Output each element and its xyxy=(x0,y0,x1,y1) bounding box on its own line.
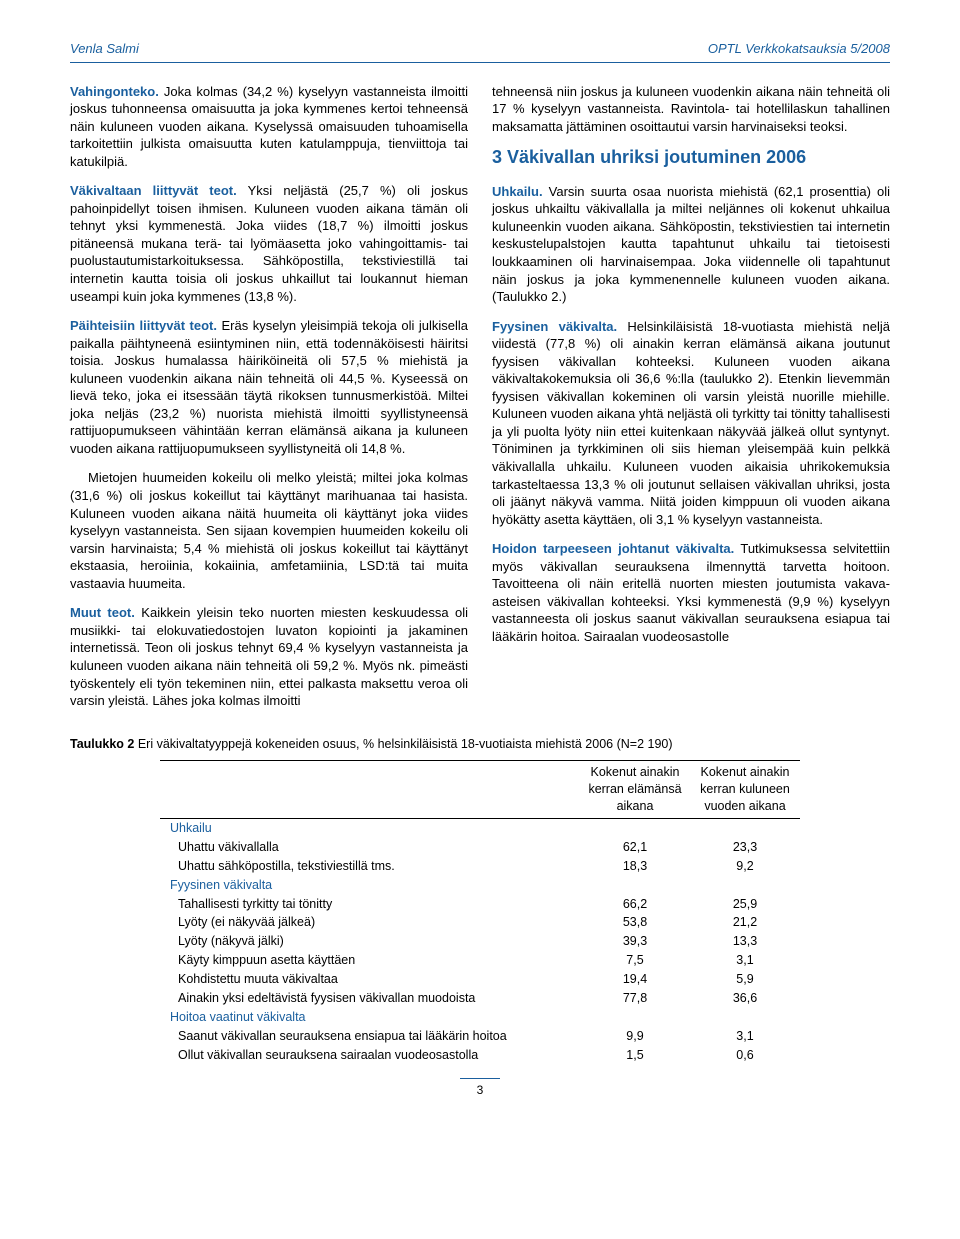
page-number: 3 xyxy=(460,1078,500,1098)
taulukko-2: Kokenut ainakin kerran elämänsä aikana K… xyxy=(160,760,800,1064)
table-caption-text: Eri väkivaltatyyppejä kokeneiden osuus, … xyxy=(134,737,672,751)
table-cell-c2: 13,3 xyxy=(690,932,800,951)
table-group-label: Hoitoa vaatinut väkivalta xyxy=(160,1008,800,1027)
text-r4: Tutkimuksessa selvitettiin myös väkivall… xyxy=(492,541,890,644)
lead-vakivalta-teot: Väkivaltaan liittyvät teot. xyxy=(70,183,237,198)
para-hoito: Hoidon tarpeeseen johtanut väkivalta. Tu… xyxy=(492,540,890,645)
para-paihteet: Päihteisiin liittyvät teot. Eräs kyselyn… xyxy=(70,317,468,457)
para-fyysinen: Fyysinen väkivalta. Helsinkiläisistä 18-… xyxy=(492,318,890,529)
table-row: Saanut väkivallan seurauksena ensiapua t… xyxy=(160,1027,800,1046)
table-cell-label: Käyty kimppuun asetta käyttäen xyxy=(160,951,580,970)
table-cell-label: Uhattu sähköpostilla, tekstiviestillä tm… xyxy=(160,857,580,876)
para-muut-teot: Muut teot. Kaikkein yleisin teko nuorten… xyxy=(70,604,468,709)
text-r3: Helsinkiläisistä 18-vuotiasta miehistä n… xyxy=(492,319,890,527)
lead-paihteet: Päihteisiin liittyvät teot. xyxy=(70,318,217,333)
table-row: Ainakin yksi edeltävistä fyysisen väkiva… xyxy=(160,989,800,1008)
para-uhkailu: Uhkailu. Varsin suurta osaa nuorista mie… xyxy=(492,183,890,306)
table-cell-c2: 9,2 xyxy=(690,857,800,876)
table-row: Ollut väkivallan seurauksena sairaalan v… xyxy=(160,1046,800,1065)
table-cell-label: Uhattu väkivallalla xyxy=(160,838,580,857)
lead-vahingonteko: Vahingonteko. xyxy=(70,84,159,99)
text-r2: Varsin suurta osaa nuorista miehistä (62… xyxy=(492,184,890,304)
right-column: tehneensä niin joskus ja kuluneen vuoden… xyxy=(492,83,890,722)
table-cell-c1: 9,9 xyxy=(580,1027,690,1046)
two-column-layout: Vahingonteko. Joka kolmas (34,2 %) kysel… xyxy=(70,83,890,722)
table-row: Lyöty (ei näkyvää jälkeä)53,821,2 xyxy=(160,913,800,932)
lead-fyysinen: Fyysinen väkivalta. xyxy=(492,319,617,334)
table-cell-c2: 23,3 xyxy=(690,838,800,857)
table-cell-c1: 77,8 xyxy=(580,989,690,1008)
table-cell-label: Saanut väkivallan seurauksena ensiapua t… xyxy=(160,1027,580,1046)
table-cell-c2: 0,6 xyxy=(690,1046,800,1065)
lead-muut-teot: Muut teot. xyxy=(70,605,135,620)
para-vakivalta-teot: Väkivaltaan liittyvät teot. Yksi neljäst… xyxy=(70,182,468,305)
table-group-label: Uhkailu xyxy=(160,819,800,838)
table-row: Uhattu sähköpostilla, tekstiviestillä tm… xyxy=(160,857,800,876)
table-group-row: Uhkailu xyxy=(160,819,800,838)
table-cell-c1: 39,3 xyxy=(580,932,690,951)
table-cell-c1: 19,4 xyxy=(580,970,690,989)
table-cell-c1: 66,2 xyxy=(580,895,690,914)
table-cell-c2: 36,6 xyxy=(690,989,800,1008)
th-col2: Kokenut ainakin kerran kuluneen vuoden a… xyxy=(690,761,800,819)
para-huumeet: Mietojen huumeiden kokeilu oli melko yle… xyxy=(70,469,468,592)
text-p4: Mietojen huumeiden kokeilu oli melko yle… xyxy=(70,470,468,590)
table-cell-label: Lyöty (näkyvä jälki) xyxy=(160,932,580,951)
table-cell-c2: 3,1 xyxy=(690,951,800,970)
para-continuation: tehneensä niin joskus ja kuluneen vuoden… xyxy=(492,83,890,136)
table-cell-c1: 62,1 xyxy=(580,838,690,857)
table-cell-c1: 18,3 xyxy=(580,857,690,876)
table-cell-c2: 3,1 xyxy=(690,1027,800,1046)
table-cell-c2: 25,9 xyxy=(690,895,800,914)
th-col1: Kokenut ainakin kerran elämänsä aikana xyxy=(580,761,690,819)
text-p5: Kaikkein yleisin teko nuorten miesten ke… xyxy=(70,605,468,708)
header-series: OPTL Verkkokatsauksia 5/2008 xyxy=(708,40,890,58)
table-label: Taulukko 2 xyxy=(70,737,134,751)
table-cell-c1: 1,5 xyxy=(580,1046,690,1065)
taulukko-2-caption: Taulukko 2 Eri väkivaltatyyppejä kokenei… xyxy=(70,736,890,753)
th-empty xyxy=(160,761,580,819)
table-row: Käyty kimppuun asetta käyttäen7,53,1 xyxy=(160,951,800,970)
table-row: Uhattu väkivallalla62,123,3 xyxy=(160,838,800,857)
table-cell-label: Ollut väkivallan seurauksena sairaalan v… xyxy=(160,1046,580,1065)
text-r1: tehneensä niin joskus ja kuluneen vuoden… xyxy=(492,84,890,134)
table-cell-label: Tahallisesti tyrkitty tai tönitty xyxy=(160,895,580,914)
table-group-row: Fyysinen väkivalta xyxy=(160,876,800,895)
table-group-label: Fyysinen väkivalta xyxy=(160,876,800,895)
table-cell-c2: 5,9 xyxy=(690,970,800,989)
table-cell-label: Ainakin yksi edeltävistä fyysisen väkiva… xyxy=(160,989,580,1008)
table-group-row: Hoitoa vaatinut väkivalta xyxy=(160,1008,800,1027)
table-cell-c1: 53,8 xyxy=(580,913,690,932)
text-p3: Eräs kyselyn yleisimpiä tekoja oli julki… xyxy=(70,318,468,456)
table-cell-c1: 7,5 xyxy=(580,951,690,970)
section-heading-3: 3 Väkivallan uhriksi joutuminen 2006 xyxy=(492,147,890,169)
table-cell-label: Kohdistettu muuta väkivaltaa xyxy=(160,970,580,989)
table-header-row: Kokenut ainakin kerran elämänsä aikana K… xyxy=(160,761,800,819)
table-cell-label: Lyöty (ei näkyvää jälkeä) xyxy=(160,913,580,932)
lead-hoito: Hoidon tarpeeseen johtanut väkivalta. xyxy=(492,541,734,556)
table-row: Kohdistettu muuta väkivaltaa19,45,9 xyxy=(160,970,800,989)
lead-uhkailu: Uhkailu. xyxy=(492,184,543,199)
text-p2: Yksi neljästä (25,7 %) oli joskus pahoin… xyxy=(70,183,468,303)
page-header: Venla Salmi OPTL Verkkokatsauksia 5/2008 xyxy=(70,40,890,63)
table-row: Lyöty (näkyvä jälki)39,313,3 xyxy=(160,932,800,951)
table-row: Tahallisesti tyrkitty tai tönitty66,225,… xyxy=(160,895,800,914)
table-cell-c2: 21,2 xyxy=(690,913,800,932)
left-column: Vahingonteko. Joka kolmas (34,2 %) kysel… xyxy=(70,83,468,722)
header-author: Venla Salmi xyxy=(70,40,139,58)
para-vahingonteko: Vahingonteko. Joka kolmas (34,2 %) kysel… xyxy=(70,83,468,171)
